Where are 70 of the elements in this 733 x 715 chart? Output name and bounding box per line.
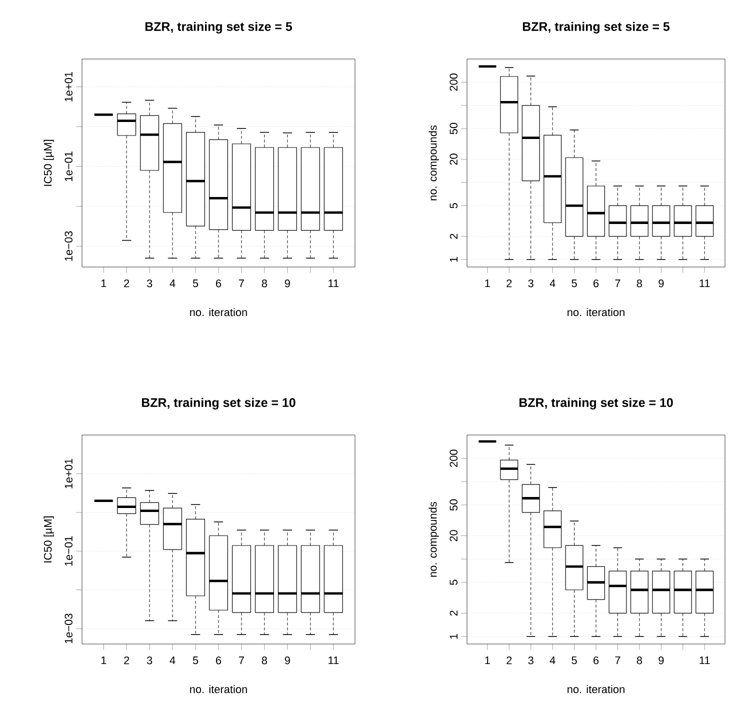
x-tick-label: 3 [146,280,152,288]
chart-title: BZR, training set size = 5 [145,22,292,34]
x-tick-label: 5 [572,656,577,664]
x-tick-label: 8 [636,280,642,288]
x-tick-label: 6 [216,280,222,288]
x-tick-label: 4 [170,656,176,664]
x-tick-label: 6 [594,280,599,288]
y-axis-title: no. compounds [428,125,439,200]
x-tick-label: 3 [146,656,152,664]
x-tick-label: 9 [284,656,290,664]
x-tick-label: 11 [328,656,339,664]
x-tick-label: 3 [528,280,534,288]
x-tick-label: 9 [658,656,664,664]
y-tick-label: 5 [450,203,458,208]
x-tick-label: 11 [700,656,710,664]
x-tick-label: 2 [124,656,130,664]
x-tick-label: 8 [636,656,642,664]
x-tick-label: 3 [528,656,534,664]
x-tick-label: 7 [238,280,244,288]
x-tick-label: 9 [658,280,664,288]
y-tick-label: 1e−01 [64,152,72,182]
y-tick-label: 1 [450,257,458,262]
y-tick-label: 200 [450,73,458,91]
y-tick-label: 1e+01 [64,458,72,488]
x-tick-label: 5 [192,656,198,664]
y-axis-title: IC50 [µM] [44,140,54,186]
x-tick-label: 4 [550,280,556,288]
x-axis-title: no. iteration [190,685,247,694]
x-tick-label: 6 [594,656,599,664]
chart-title: BZR, training set size = 10 [519,398,673,410]
chart-title: BZR, training set size = 5 [522,22,670,34]
x-axis-title: no. iteration [568,685,624,694]
y-tick-label: 2 [450,610,458,616]
x-tick-label: 5 [192,280,198,288]
x-tick-label: 8 [262,280,268,288]
x-tick-label: 2 [506,656,512,664]
y-tick-label: 1e−03 [64,614,72,644]
x-tick-label: 7 [238,656,244,664]
x-tick-label: 9 [284,280,290,288]
x-tick-label: 1 [485,280,490,288]
x-tick-label: 7 [615,280,620,288]
x-tick-label: 7 [615,656,620,664]
x-tick-label: 8 [262,656,268,664]
x-tick-label: 6 [216,656,222,664]
y-tick-label: 20 [450,154,458,165]
x-tick-label: 1 [101,280,106,288]
y-tick-label: 200 [450,450,458,467]
x-tick-label: 11 [328,280,339,288]
x-axis-title: no. iteration [568,308,624,316]
x-tick-label: 11 [700,280,710,288]
x-tick-label: 5 [572,280,577,288]
y-axis-title: no. compounds [428,502,439,577]
x-tick-label: 4 [170,280,176,288]
y-tick-label: 5 [450,580,458,585]
x-tick-label: 4 [550,656,556,664]
x-tick-label: 2 [124,280,130,288]
y-tick-label: 1 [450,634,458,639]
y-axis-title: IC50 [µM] [44,516,54,562]
x-axis-title: no. iteration [190,308,247,316]
y-tick-label: 2 [450,234,458,239]
x-tick-label: 1 [485,656,490,664]
y-tick-label: 1e−03 [64,231,72,261]
x-tick-label: 1 [101,656,106,664]
y-tick-label: 50 [450,499,458,511]
x-tick-label: 2 [506,280,512,288]
y-tick-label: 1e−01 [64,536,72,566]
y-tick-label: 1e+01 [64,72,72,102]
chart-title: BZR, training set size = 10 [142,398,296,410]
y-tick-label: 50 [450,122,458,134]
y-tick-label: 20 [450,530,458,542]
